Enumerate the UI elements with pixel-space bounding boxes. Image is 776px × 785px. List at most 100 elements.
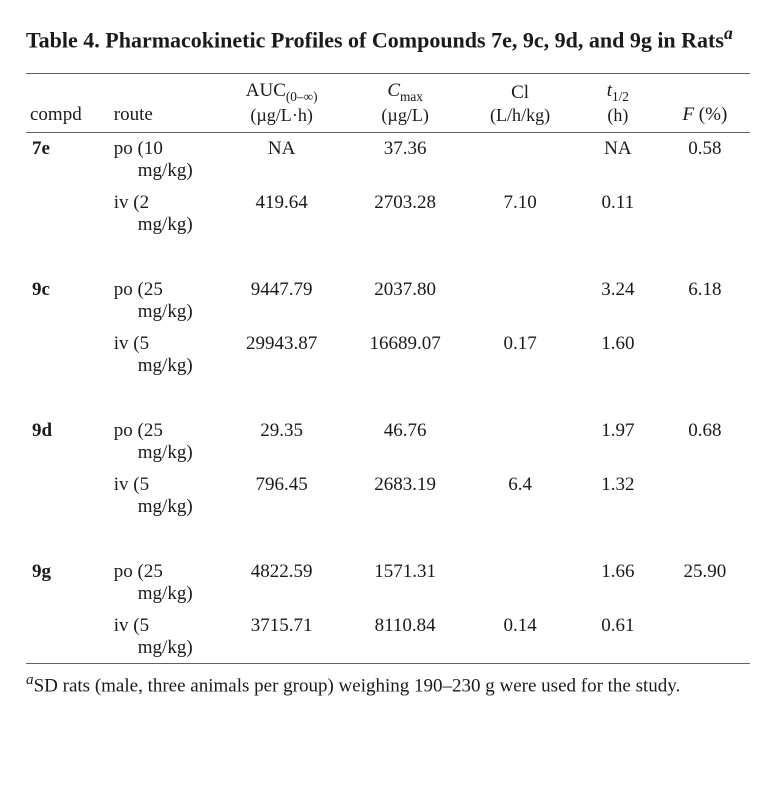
cell-compd: 9c <box>26 274 110 328</box>
title-body: Pharmacokinetic Profiles of Compounds 7e… <box>105 27 724 52</box>
cell-cl: 7.10 <box>464 187 576 241</box>
cell-auc: 9447.79 <box>217 274 346 328</box>
cell-F: 6.18 <box>660 274 750 328</box>
cell-t12: 3.24 <box>576 274 660 328</box>
cell-compd: 9d <box>26 415 110 469</box>
col-t12: t1/2 (h) <box>576 73 660 132</box>
f-unit: (%) <box>694 104 727 125</box>
cell-compd <box>26 187 110 241</box>
cell-cl <box>464 274 576 328</box>
cell-auc: 419.64 <box>217 187 346 241</box>
cell-cl <box>464 415 576 469</box>
cell-F: 0.58 <box>660 133 750 187</box>
cell-cmax: 1571.31 <box>346 556 464 610</box>
cell-route: iv (5mg/kg) <box>110 469 217 523</box>
cl-unit: (L/h/kg) <box>466 105 574 127</box>
col-auc: AUC(0–∞) (µg/L·h) <box>217 73 346 132</box>
route-head: po (25 <box>114 420 163 441</box>
route-head: po (10 <box>114 138 163 159</box>
table-row: 9gpo (25mg/kg)4822.591571.31 1.6625.90 <box>26 556 750 610</box>
auc-label: AUC <box>246 80 286 101</box>
route-dose: mg/kg) <box>114 213 215 237</box>
t12-unit: (h) <box>578 105 658 127</box>
cell-route: iv (5mg/kg) <box>110 610 217 664</box>
route-dose: mg/kg) <box>114 354 215 378</box>
cell-F <box>660 328 750 382</box>
table-row: 9dpo (25mg/kg)29.3546.76 1.970.68 <box>26 415 750 469</box>
pk-table: compd route AUC(0–∞) (µg/L·h) Cmax (µg/L… <box>26 73 750 664</box>
col-route: route <box>110 73 217 132</box>
cell-route: po (25mg/kg) <box>110 274 217 328</box>
cell-t12: NA <box>576 133 660 187</box>
cell-t12: 1.66 <box>576 556 660 610</box>
table-row: iv (5mg/kg)29943.8716689.070.171.60 <box>26 328 750 382</box>
cell-compd <box>26 610 110 664</box>
table-row: iv (5mg/kg)796.452683.196.41.32 <box>26 469 750 523</box>
route-head: iv (5 <box>114 615 149 636</box>
col-compd: compd <box>26 73 110 132</box>
cell-cmax: 2703.28 <box>346 187 464 241</box>
col-f: F (%) <box>660 73 750 132</box>
cell-cmax: 37.36 <box>346 133 464 187</box>
route-dose: mg/kg) <box>114 441 215 465</box>
cell-t12: 0.61 <box>576 610 660 664</box>
cell-cmax: 8110.84 <box>346 610 464 664</box>
table-row: iv (2mg/kg)419.642703.287.100.11 <box>26 187 750 241</box>
cell-auc: 3715.71 <box>217 610 346 664</box>
cell-route: iv (2mg/kg) <box>110 187 217 241</box>
cell-cmax: 2037.80 <box>346 274 464 328</box>
cell-F <box>660 187 750 241</box>
auc-unit: (µg/L·h) <box>219 105 344 127</box>
cell-F <box>660 610 750 664</box>
group-gap <box>26 522 750 556</box>
auc-subscript: (0–∞) <box>286 89 318 104</box>
cell-compd: 9g <box>26 556 110 610</box>
cell-cl: 0.17 <box>464 328 576 382</box>
route-dose: mg/kg) <box>114 495 215 519</box>
cell-cl <box>464 133 576 187</box>
cell-t12: 1.97 <box>576 415 660 469</box>
route-head: po (25 <box>114 279 163 300</box>
t12-subscript: 1/2 <box>612 89 629 104</box>
cmax-unit: (µg/L) <box>348 105 462 127</box>
footnote: aSD rats (male, three animals per group)… <box>26 670 750 698</box>
route-dose: mg/kg) <box>114 582 215 606</box>
col-cmax: Cmax (µg/L) <box>346 73 464 132</box>
cell-route: po (25mg/kg) <box>110 556 217 610</box>
cl-label: Cl <box>511 82 529 105</box>
f-label: F <box>682 104 694 125</box>
table-body: 7epo (10mg/kg)NA37.36NA0.58iv (2mg/kg)41… <box>26 133 750 664</box>
footnote-marker: a <box>26 671 34 688</box>
route-dose: mg/kg) <box>114 159 215 183</box>
route-head: iv (2 <box>114 192 149 213</box>
route-head: iv (5 <box>114 474 149 495</box>
cell-auc: 29943.87 <box>217 328 346 382</box>
cell-cl: 6.4 <box>464 469 576 523</box>
cell-cmax: 46.76 <box>346 415 464 469</box>
cell-route: po (25mg/kg) <box>110 415 217 469</box>
group-gap <box>26 240 750 274</box>
cell-t12: 0.11 <box>576 187 660 241</box>
cell-auc: 29.35 <box>217 415 346 469</box>
footnote-text: SD rats (male, three animals per group) … <box>34 676 681 697</box>
cell-t12: 1.32 <box>576 469 660 523</box>
cmax-label: C <box>387 80 400 101</box>
cell-compd <box>26 328 110 382</box>
cell-auc: NA <box>217 133 346 187</box>
cell-t12: 1.60 <box>576 328 660 382</box>
table-row: iv (5mg/kg)3715.718110.840.140.61 <box>26 610 750 664</box>
route-dose: mg/kg) <box>114 300 215 324</box>
title-prefix: Table 4. <box>26 27 100 52</box>
cell-F: 25.90 <box>660 556 750 610</box>
group-gap <box>26 381 750 415</box>
cell-cmax: 16689.07 <box>346 328 464 382</box>
cell-route: po (10mg/kg) <box>110 133 217 187</box>
cell-auc: 4822.59 <box>217 556 346 610</box>
route-head: po (25 <box>114 561 163 582</box>
route-head: iv (5 <box>114 333 149 354</box>
table-row: 7epo (10mg/kg)NA37.36NA0.58 <box>26 133 750 187</box>
cell-cl <box>464 556 576 610</box>
cell-compd: 7e <box>26 133 110 187</box>
table-header: compd route AUC(0–∞) (µg/L·h) Cmax (µg/L… <box>26 73 750 132</box>
cell-F: 0.68 <box>660 415 750 469</box>
